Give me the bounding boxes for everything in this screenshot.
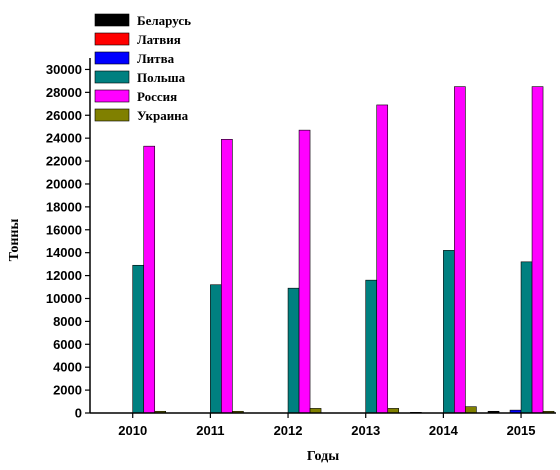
y-tick-label: 26000 [46, 108, 82, 123]
y-tick-label: 0 [75, 406, 82, 421]
y-tick-label: 4000 [53, 360, 82, 375]
legend-label: Беларусь [137, 13, 191, 28]
bar-Польша-2013 [365, 279, 378, 414]
bar-Россия-2011 [221, 139, 233, 414]
legend-label: Россия [137, 89, 177, 104]
legend-label: Польша [137, 70, 186, 85]
legend: Беларусь Латвия Литва Польша Россия Украина [94, 13, 191, 123]
legend-swatch [94, 13, 130, 27]
bar-Россия-2010 [143, 145, 156, 414]
x-tick-label: 2011 [196, 423, 224, 438]
y-tick-label: 8000 [53, 314, 82, 329]
bar-Польша-2010 [132, 264, 145, 414]
x-ticks: 2010 2011 2012 2013 2014 2015 [118, 413, 536, 438]
bar-Польша-2015 [520, 261, 533, 414]
legend-swatch [94, 70, 130, 84]
legend-label: Латвия [137, 32, 181, 47]
bar-Россия-2013 [376, 104, 389, 414]
legend-swatch [94, 32, 130, 46]
x-tick-label: 2015 [507, 423, 536, 438]
y-tick-label: 30000 [46, 62, 82, 77]
y-tick-label: 2000 [53, 383, 82, 398]
y-tick-label: 20000 [46, 176, 82, 191]
y-tick-label: 10000 [46, 291, 82, 306]
bars [132, 86, 555, 414]
bar-Украина-2014 [465, 406, 477, 414]
x-axis-title: Годы [307, 449, 339, 464]
legend-label: Литва [137, 51, 175, 66]
x-tick-label: 2013 [351, 423, 380, 438]
legend-swatch [94, 51, 130, 65]
bar-Россия-2014 [454, 86, 466, 414]
legend-label: Украина [137, 108, 189, 123]
x-tick-label: 2012 [274, 423, 303, 438]
y-tick-label: 22000 [46, 154, 82, 169]
axes [89, 58, 556, 414]
y-tick-label: 12000 [46, 268, 82, 283]
bar-Польша-2014 [443, 250, 455, 414]
legend-swatch [94, 108, 130, 122]
y-tick-label: 14000 [46, 245, 82, 260]
bar-Польша-2011 [210, 284, 222, 414]
y-tick-label: 6000 [53, 337, 82, 352]
y-ticks: 0 2000 4000 6000 8000 10000 12000 14000 16000 180… [46, 62, 90, 421]
bar-Россия-2015 [531, 86, 544, 414]
bar-Польша-2012 [287, 287, 300, 414]
y-tick-label: 24000 [46, 131, 82, 146]
y-tick-label: 18000 [46, 199, 82, 214]
legend-swatch [94, 89, 130, 103]
y-tick-label: 16000 [46, 222, 82, 237]
x-tick-label: 2010 [118, 423, 147, 438]
y-tick-label: 28000 [46, 85, 82, 100]
y-axis-title: Тонны [7, 219, 22, 262]
bar-Россия-2012 [298, 129, 311, 414]
x-tick-label: 2014 [429, 423, 459, 438]
